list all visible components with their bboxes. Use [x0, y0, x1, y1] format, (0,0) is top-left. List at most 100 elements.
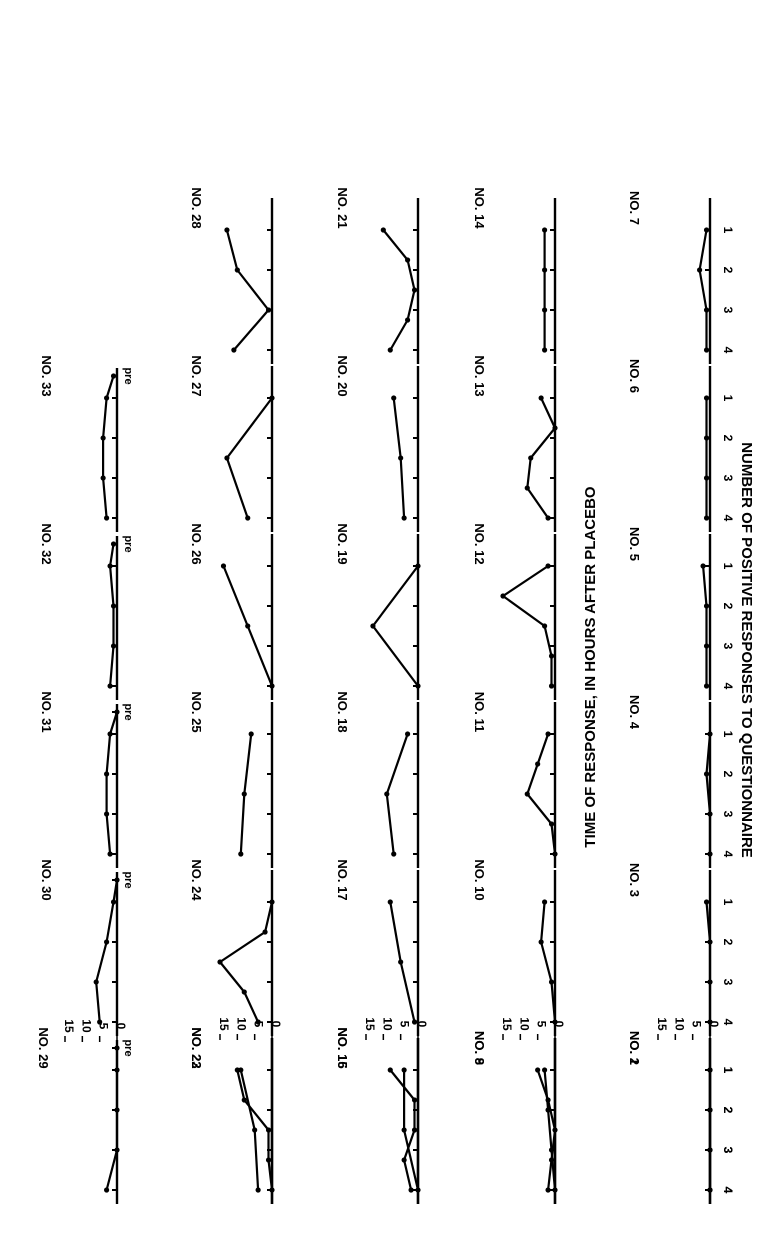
- panel-16-point: [408, 1187, 414, 1193]
- panel-16-point: [387, 1067, 393, 1073]
- panel-9-title: NO. 9: [472, 1031, 487, 1065]
- panel-14-title: NO. 14: [472, 187, 487, 229]
- panel-14-point: [542, 267, 548, 273]
- panel-4-point: [707, 811, 713, 817]
- panel-6-point: [703, 515, 710, 521]
- panel-5-point: [703, 643, 710, 649]
- panel-no-31: NO. 31 pre: [39, 691, 134, 868]
- panel-5-xtick-label: 4: [721, 683, 735, 690]
- panel-29-point: [114, 1045, 120, 1051]
- panel-2-xtick-label: 4: [721, 1187, 735, 1194]
- panel-14-point: [542, 307, 548, 313]
- panel-15-ytick-label: 10: [380, 1017, 394, 1031]
- panel-10-title: NO. 10: [472, 859, 487, 900]
- panel-7-title: NO. 7: [627, 191, 642, 225]
- panel-29-pre-label: pre: [122, 1039, 134, 1056]
- panel-28-point: [231, 347, 237, 353]
- panel-24-point: [241, 989, 247, 995]
- panel-27-point: [269, 395, 275, 401]
- panel-5-xtick-label: 3: [721, 643, 735, 650]
- panel-30-point: [104, 939, 110, 945]
- panel-2-point: [707, 1187, 713, 1193]
- panel-3-point: [707, 939, 713, 945]
- panel-32-point: [107, 683, 113, 689]
- panel-12-point: [548, 653, 555, 659]
- panel-1-ytick-label: 15: [655, 1017, 669, 1031]
- panel-no-28: NO. 28: [189, 187, 274, 364]
- panel-9-point: [548, 1147, 555, 1153]
- panel-12-point: [500, 593, 506, 599]
- panel-no-9: NO. 9: [472, 1031, 558, 1204]
- panel-2-xtick-label: 3: [721, 1147, 735, 1154]
- panel-29-point: [114, 1067, 120, 1073]
- panel-13-title: NO. 13: [472, 355, 487, 396]
- panel-19-series-line: [371, 565, 419, 687]
- panel-no-12: NO. 12: [472, 523, 557, 700]
- panel-29-point: [114, 1107, 120, 1113]
- panel-23-title: NO. 23: [189, 1027, 204, 1068]
- panel-29-title: NO. 29: [36, 1027, 51, 1068]
- panel-10-point: [552, 1019, 558, 1025]
- panel-12-title: NO. 12: [472, 523, 487, 564]
- panel-7-xtick-label: 2: [721, 267, 735, 274]
- panel-20-title: NO. 20: [335, 355, 350, 396]
- panel-no-19: NO. 19: [335, 523, 421, 700]
- panel-22-ytick-label: 0: [269, 1021, 283, 1028]
- panel-4-xtick-label: 4: [721, 851, 735, 858]
- panel-13-point: [545, 515, 551, 521]
- panel-no-29: NO. 29 pre 15 10 5 0: [36, 1019, 134, 1204]
- panel-9-point: [552, 1187, 558, 1193]
- panel-7-xtick-label: 4: [721, 347, 735, 354]
- panel-24-point: [217, 959, 223, 965]
- panel-3-xtick-label: 2: [721, 939, 735, 946]
- panel-26-point: [245, 623, 251, 629]
- panel-11-point: [545, 731, 551, 737]
- panel-28-series-line: [225, 229, 270, 351]
- panel-4-point: [707, 731, 713, 737]
- panel-1-title: NO. 1: [627, 1031, 642, 1065]
- panel-21-point: [380, 227, 386, 233]
- panel-3-xtick-label: 1: [721, 899, 735, 906]
- panel-25-point: [248, 731, 254, 737]
- panel-24-series-line: [218, 901, 274, 1023]
- panel-6-point: [703, 395, 710, 401]
- panel-15-title: NO. 15: [335, 1027, 350, 1068]
- panel-26-point: [220, 563, 227, 569]
- panel-6-point: [703, 475, 710, 481]
- panel-no-1: NO. 1 1 2 3 4 15 10 5 0: [627, 1017, 735, 1204]
- panel-31-point: [114, 709, 120, 715]
- panel-no-2: NO. 2 1 2 3 4: [627, 1031, 735, 1204]
- panel-1-ytick-label: 0: [707, 1021, 721, 1028]
- panel-no-6: NO. 6 1 2 3 4: [627, 359, 735, 532]
- panel-23-point: [252, 1127, 258, 1133]
- panel-10-point: [548, 979, 555, 985]
- panel-23-point: [255, 1187, 261, 1193]
- panel-12-point: [545, 563, 551, 569]
- panel-16-point: [401, 1157, 407, 1163]
- panel-9-point: [545, 1107, 551, 1113]
- panel-18-title: NO. 18: [335, 691, 350, 732]
- panel-21-point: [405, 257, 411, 263]
- panel-no-18: NO. 18: [335, 691, 420, 868]
- panel-21-point: [411, 287, 418, 293]
- panel-24-point: [262, 929, 268, 935]
- panel-15-ytick-label: 15: [363, 1017, 377, 1031]
- panel-22-ytick-label: 10: [234, 1017, 248, 1031]
- panel-4-xtick-label: 2: [721, 771, 735, 778]
- panel-2-point: [707, 1107, 713, 1113]
- panel-18-series-line: [385, 733, 409, 855]
- panel-10-point: [538, 939, 544, 945]
- panel-32-title: NO. 32: [39, 523, 54, 564]
- panel-no-14: NO. 14: [472, 187, 557, 364]
- panel-3-point: [703, 899, 710, 905]
- panel-2-point: [707, 1067, 713, 1073]
- panel-no-16: NO. 16: [335, 1027, 420, 1204]
- panel-30-point: [97, 1019, 103, 1025]
- panel-6-xtick-label: 4: [721, 515, 735, 522]
- panel-3-title: NO. 3: [627, 863, 642, 897]
- panel-7-point: [697, 267, 703, 273]
- panel-8-ytick-label: 0: [552, 1021, 566, 1028]
- panel-no-26: NO. 26: [189, 523, 275, 700]
- panel-8-ytick-label: 10: [517, 1017, 531, 1031]
- panel-15-ytick-label: 5: [398, 1021, 412, 1028]
